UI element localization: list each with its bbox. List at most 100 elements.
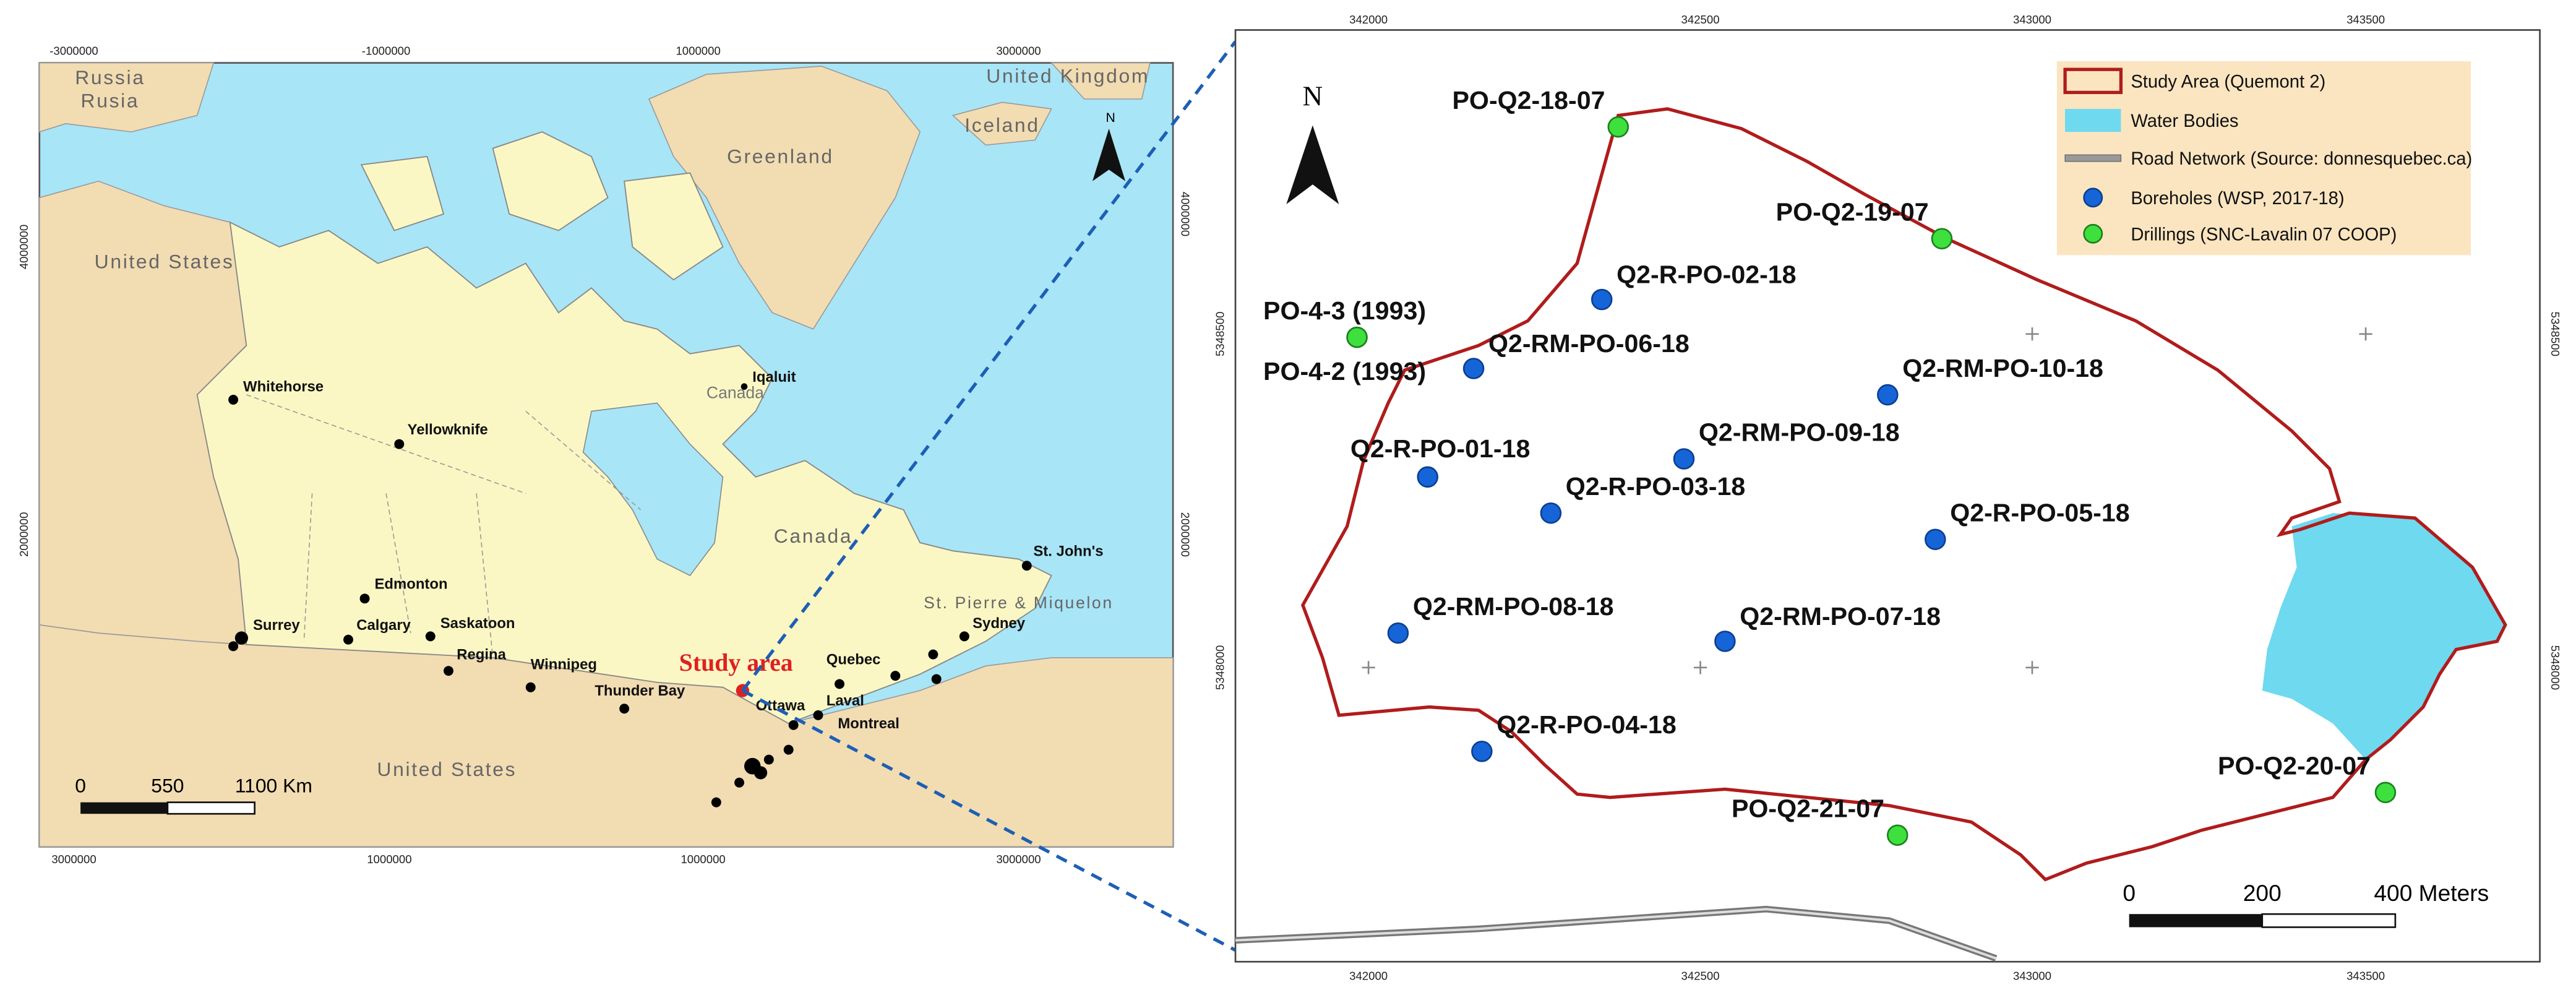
borehole xyxy=(1462,358,1485,379)
point-label: Q2-RM-PO-09-18 xyxy=(1699,418,1900,446)
city-label: Thunder Bay xyxy=(595,683,685,699)
borehole xyxy=(1673,448,1695,470)
city-dot xyxy=(813,710,823,720)
tick-label: 5348500 xyxy=(1213,312,1226,356)
scale-label: 0 xyxy=(2123,880,2136,906)
tick-label: 342500 xyxy=(1681,13,1720,26)
cities: Whitehorse Yellowknife Iqaluit Canada Ed… xyxy=(228,369,1104,808)
water-body xyxy=(2262,513,2505,760)
scale-label: 200 xyxy=(2243,880,2282,906)
city-dot xyxy=(228,395,239,405)
point-label: PO-Q2-21-07 xyxy=(1732,795,1884,823)
point-label: Q2-RM-PO-10-18 xyxy=(1902,354,2103,382)
city-label: Yellowknife xyxy=(408,421,488,438)
city-label: Regina xyxy=(457,647,506,663)
borehole xyxy=(1387,622,1409,644)
tick-label: 343500 xyxy=(2346,969,2385,982)
city-dot xyxy=(788,720,799,730)
borehole xyxy=(1471,741,1493,762)
legend-label: Drillings (SNC-Lavalin 07 COOP) xyxy=(2131,225,2397,244)
tick-label: 4000000 xyxy=(17,225,30,269)
borehole xyxy=(1714,631,1736,652)
city-dot xyxy=(444,666,453,676)
tick-label: 1000000 xyxy=(676,44,720,57)
tick-label: -3000000 xyxy=(49,44,98,57)
road xyxy=(1235,908,1997,960)
legend: Study Area (Quemont 2) Water Bodies Road… xyxy=(2056,61,2472,256)
legend-swatch xyxy=(2083,187,2103,208)
region-label: Iceland xyxy=(964,114,1039,136)
tick-label: 342000 xyxy=(1349,969,1388,982)
scale-bar xyxy=(166,801,255,815)
legend-swatch xyxy=(2083,223,2103,244)
legend-swatch xyxy=(2063,67,2123,95)
tick-label: 3000000 xyxy=(996,44,1041,57)
hudson-bay xyxy=(582,402,724,577)
tick-label: 3000000 xyxy=(51,853,96,866)
scale-label: 400 Meters xyxy=(2374,880,2489,906)
region-label: United States xyxy=(95,251,234,273)
scale-bar xyxy=(2129,914,2262,928)
drilling xyxy=(1607,116,1629,138)
city-dot xyxy=(425,631,436,642)
city-label: Quebec xyxy=(826,652,881,668)
legend-label: Boreholes (WSP, 2017-18) xyxy=(2131,189,2344,209)
region-label: United Kingdom xyxy=(986,64,1149,87)
city-label: St. John's xyxy=(1033,543,1103,559)
tick-label: 1000000 xyxy=(367,853,411,866)
drilling xyxy=(2374,782,2397,803)
city-dot xyxy=(959,631,969,642)
tick-label: 343000 xyxy=(2013,969,2051,982)
drilling xyxy=(1931,228,1953,250)
city-label: Winnipeg xyxy=(531,657,597,673)
city-label: Montreal xyxy=(838,715,899,732)
canada-map: -3000000 -1000000 1000000 3000000 300000… xyxy=(17,44,1191,866)
city-label: Saskatoon xyxy=(440,615,515,632)
study-area-label: Study area xyxy=(679,649,793,676)
point-label: Q2-R-PO-05-18 xyxy=(1950,499,2129,527)
arctic-islands xyxy=(360,131,724,281)
city-label: Surrey xyxy=(253,617,300,634)
drilling xyxy=(1886,824,1908,846)
region-label: Greenland xyxy=(727,145,834,168)
site-map: 342000 342500 343000 343500 342000 34250… xyxy=(1213,13,2562,983)
zoom-line xyxy=(742,689,1237,952)
city-dot xyxy=(835,679,844,689)
point-label: PO-Q2-18-07 xyxy=(1452,86,1605,114)
city-label: Laval xyxy=(826,692,864,709)
tick-label: -1000000 xyxy=(362,44,411,57)
point-label: Q2-RM-PO-08-18 xyxy=(1413,592,1614,621)
tick-label: 4000000 xyxy=(1179,192,1191,236)
province-borders xyxy=(246,394,642,658)
region-label: Canada xyxy=(774,525,853,547)
legend-box xyxy=(2056,61,2471,256)
city-label: Sydney xyxy=(972,615,1026,632)
city-dot xyxy=(619,704,630,714)
zoom-line xyxy=(741,40,1237,692)
greenland xyxy=(648,66,921,330)
tick-label: 1000000 xyxy=(680,853,725,866)
tick-label: 5348000 xyxy=(1213,645,1226,690)
drilling xyxy=(1346,326,1368,348)
region-label: St. Pierre & Miquelon xyxy=(924,593,1114,612)
scale-label: 1100 Km xyxy=(235,775,312,797)
russia xyxy=(38,62,215,133)
sample-points: Q2-R-PO-02-18 Q2-RM-PO-06-18 Q2-RM-PO-10-1… xyxy=(1263,86,2397,846)
tick-label: 2000000 xyxy=(17,512,30,557)
city-label: Iqaluit xyxy=(752,369,796,386)
scale-bar xyxy=(80,802,168,814)
legend-swatch xyxy=(2064,154,2122,162)
point-label: Q2-RM-PO-07-18 xyxy=(1740,602,1941,631)
point-label: PO-Q2-19-07 xyxy=(1776,198,1929,226)
point-label: Q2-R-PO-01-18 xyxy=(1350,434,1530,463)
borehole xyxy=(1877,384,1899,406)
legend-label: Water Bodies xyxy=(2131,111,2238,131)
city-label: Edmonton xyxy=(374,575,447,592)
point-label: Q2-R-PO-04-18 xyxy=(1496,710,1676,739)
point-label: Q2-R-PO-02-18 xyxy=(1616,260,1796,288)
city-label: Whitehorse xyxy=(243,379,324,395)
north-label: N xyxy=(1303,81,1323,112)
city-dot xyxy=(741,383,748,390)
legend-label: Study Area (Quemont 2) xyxy=(2131,72,2325,92)
